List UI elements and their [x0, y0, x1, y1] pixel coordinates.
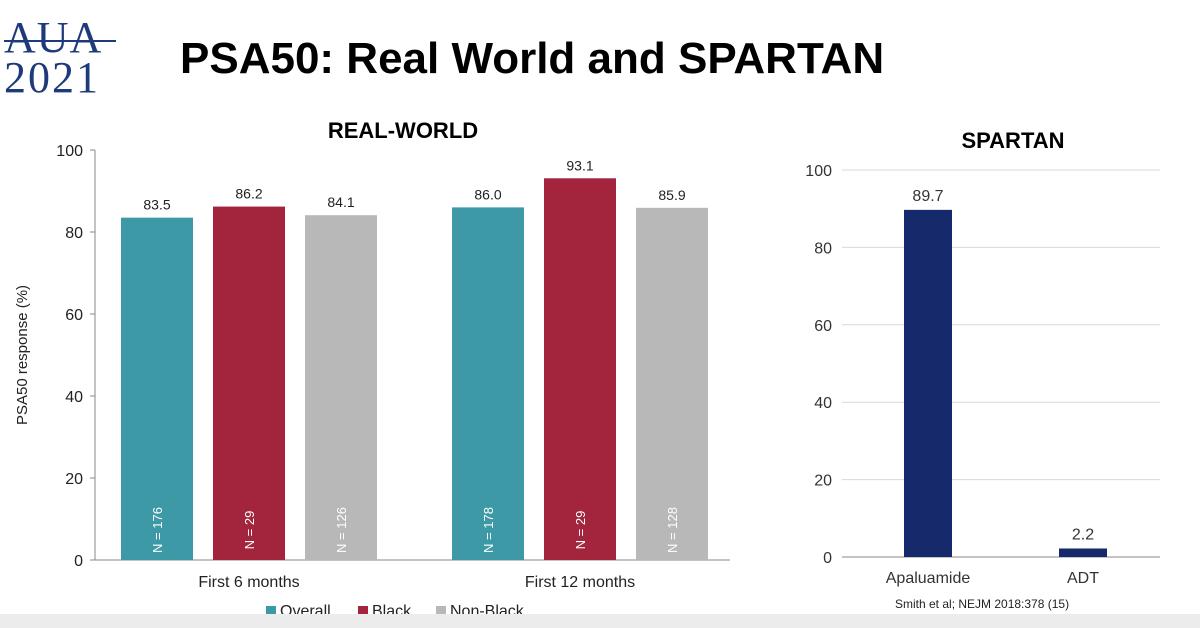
chart1-legend-swatch — [358, 606, 368, 616]
chart1-legend-swatch — [436, 606, 446, 616]
chart1-value-label: 85.9 — [658, 187, 685, 203]
logo-line-1: AUA — [4, 13, 117, 62]
chart1-n-label: N = 128 — [665, 507, 680, 553]
chart2-value-label: 2.2 — [1072, 526, 1094, 543]
citation: Smith et al; NEJM 2018:378 (15) — [895, 597, 1070, 611]
chart1-value-label: 84.1 — [327, 194, 354, 210]
chart2-bar — [904, 209, 952, 557]
chart1-value-label: 86.2 — [235, 186, 262, 202]
chart1-bar — [544, 178, 616, 561]
chart2-y-tick-label: 60 — [814, 318, 832, 335]
chart1-bar — [305, 215, 377, 560]
chart1-y-tick-label: 80 — [65, 225, 83, 242]
chart1-category-label: First 6 months — [198, 574, 299, 591]
chart2-y-tick-label: 20 — [814, 473, 832, 490]
chart2-category-label: Apaluamide — [886, 570, 971, 587]
aua-2021-logo: AUA 2021 — [4, 13, 117, 102]
chart1-y-tick-label: 100 — [56, 143, 83, 160]
chart1-bar — [452, 207, 524, 560]
chart1-bar — [636, 207, 708, 560]
chart1-value-label: 83.5 — [143, 197, 170, 213]
chart2-value-label: 89.7 — [912, 188, 943, 205]
chart2-y-tick-label: 80 — [814, 240, 832, 257]
chart1-y-tick-label: 20 — [65, 471, 83, 488]
slide-title: PSA50: Real World and SPARTAN — [180, 34, 885, 83]
chart1-y-axis-label: PSA50 response (%) — [14, 285, 31, 425]
chart2-title: SPARTAN — [961, 128, 1064, 153]
chart2-category-label: ADT — [1067, 570, 1099, 587]
chart1-y-tick-label: 60 — [65, 307, 83, 324]
chart1-n-label: N = 126 — [334, 507, 349, 553]
chart1-value-label: 86.0 — [474, 186, 501, 202]
chart1-value-label: 93.1 — [566, 157, 593, 173]
chart1-bar — [213, 206, 285, 560]
chart2-y-tick-label: 40 — [814, 395, 832, 412]
chart1-n-label: N = 29 — [242, 511, 257, 550]
chart1-n-label: N = 29 — [573, 511, 588, 550]
chart1-title: REAL-WORLD — [328, 118, 478, 143]
chart1-legend-swatch — [266, 606, 276, 616]
chart2-y-tick-label: 0 — [823, 550, 832, 567]
bottom-band — [0, 614, 1200, 628]
chart1-bar — [121, 217, 193, 560]
logo-line-2: 2021 — [4, 53, 100, 102]
chart1-category-label: First 12 months — [525, 574, 635, 591]
chart1-y-tick-label: 0 — [74, 553, 83, 570]
chart1-n-label: N = 176 — [150, 507, 165, 553]
chart2-bar — [1059, 548, 1107, 557]
chart1-y-tick-label: 40 — [65, 389, 83, 406]
chart2-y-tick-label: 100 — [805, 163, 832, 180]
chart1-n-label: N = 178 — [481, 507, 496, 553]
